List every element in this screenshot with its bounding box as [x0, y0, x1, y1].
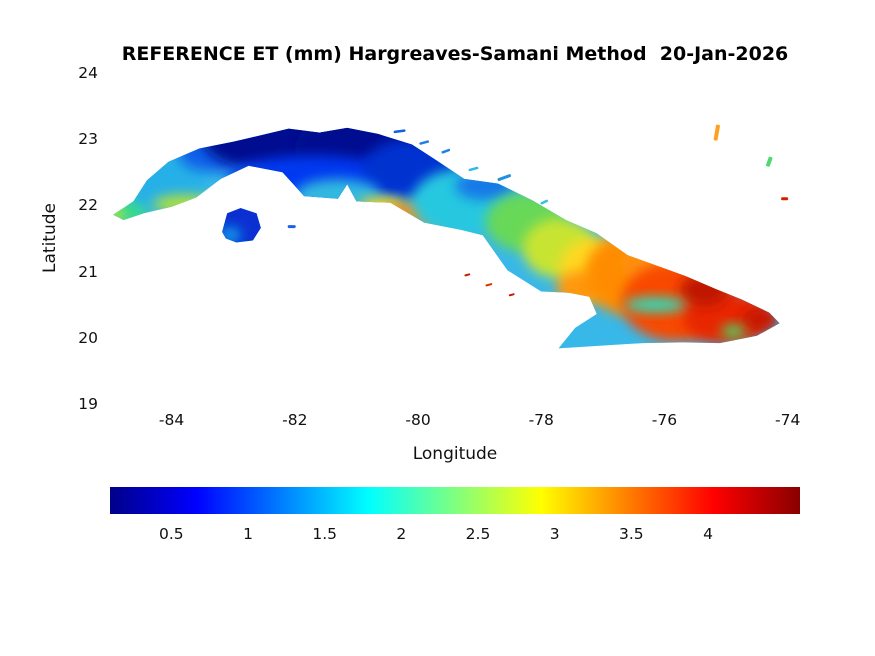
cuba-et-map: [113, 124, 789, 349]
islet-speck: [464, 273, 471, 277]
colorbar: [110, 487, 800, 514]
y-tick-label: 21: [78, 262, 98, 281]
y-tick-label: 19: [78, 395, 98, 413]
et-field: [113, 127, 780, 349]
x-axis-label: Longitude: [412, 444, 498, 464]
plot-title: REFERENCE ET (mm) Hargreaves-Samani Meth…: [121, 43, 789, 65]
colorbar-tick-label: 3: [549, 525, 560, 543]
x-tick-label: -76: [651, 411, 678, 429]
x-tick-label: -78: [528, 411, 554, 429]
colorbar-tick-label: 2: [396, 525, 407, 543]
islet-speck: [393, 129, 406, 134]
x-tick-label: -80: [405, 411, 431, 429]
colorbar-tick-label: 2.5: [465, 525, 491, 543]
islet-speck: [765, 156, 773, 167]
colorbar-tick-label: 4: [703, 525, 713, 543]
plot-area: [110, 73, 800, 404]
islet-speck: [540, 199, 549, 205]
colorbar-tick-label: 1.5: [312, 525, 337, 543]
y-tick-label: 20: [78, 328, 98, 347]
y-tick-label: 22: [78, 196, 98, 215]
islet-speck: [441, 148, 451, 154]
islet-speck: [713, 124, 720, 141]
y-tick-label: 23: [78, 130, 98, 149]
islet-speck: [419, 140, 430, 145]
islet-speck: [497, 174, 512, 182]
islet-speck: [485, 283, 493, 287]
colorbar-tick-label: 0.5: [159, 525, 184, 543]
islet-speck: [781, 197, 789, 201]
x-tick-label: -82: [282, 411, 308, 429]
islet-speck: [468, 166, 479, 172]
colorbar-tick-label: 3.5: [619, 525, 644, 543]
colorbar-tick-label: 1: [243, 525, 253, 543]
islet-speck: [508, 293, 515, 297]
islet-speck: [287, 225, 296, 229]
y-tick-label: 24: [78, 64, 98, 82]
x-tick-label: -84: [158, 411, 185, 429]
x-tick-label: -74: [775, 411, 801, 429]
